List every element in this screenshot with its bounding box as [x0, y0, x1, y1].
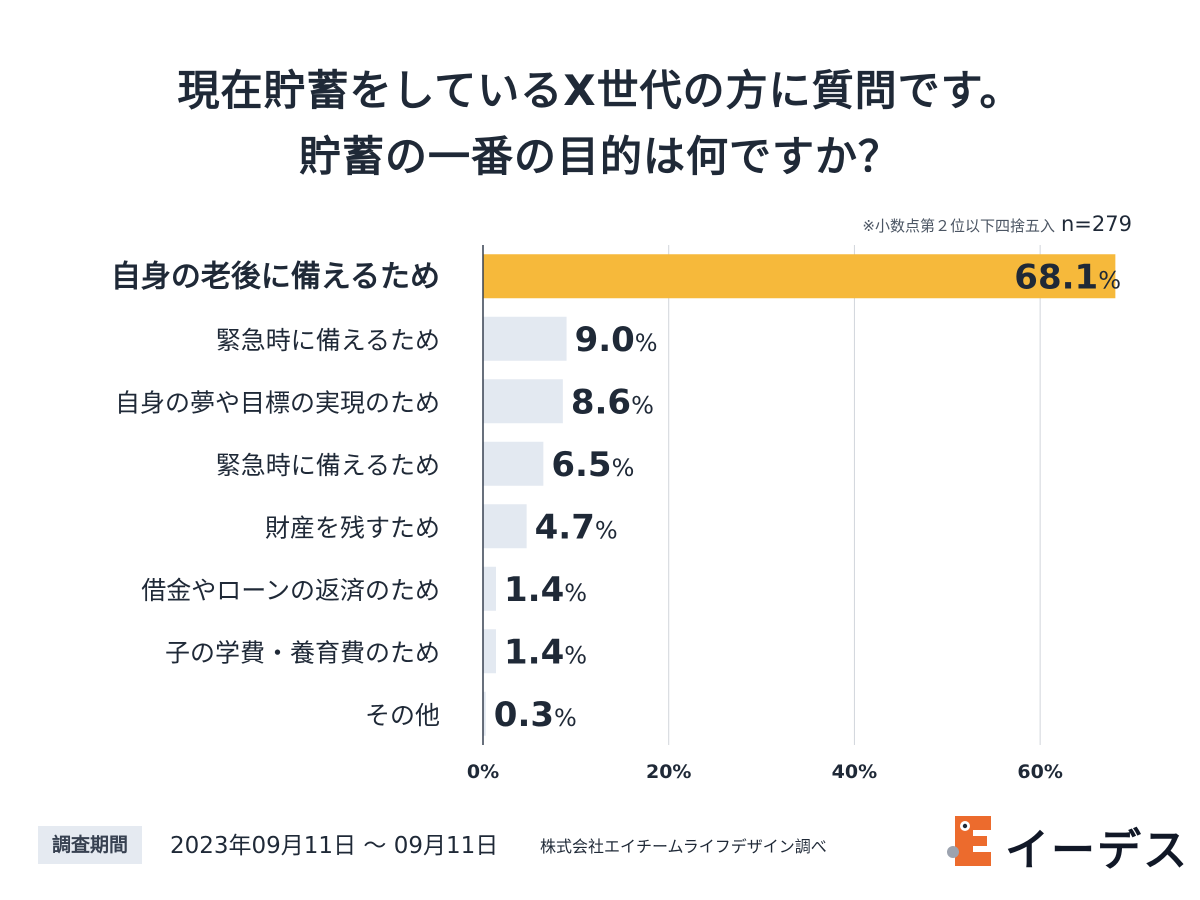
value-label-7: 0.3%	[494, 695, 577, 735]
bar-2	[483, 379, 563, 424]
ides-logo: イーデス	[945, 812, 1187, 876]
title-line-1: 現在貯蓄をしているX世代の方に質問です。	[177, 66, 1023, 115]
value-label-0: 68.1%	[1014, 257, 1121, 297]
logo-text: イーデス	[1005, 825, 1189, 876]
bar-5	[483, 566, 496, 611]
bar-1	[483, 316, 567, 361]
x-tick-label-40: 40%	[832, 761, 877, 783]
bar-0	[483, 254, 1116, 299]
bar-3	[483, 441, 544, 486]
bar-7	[483, 691, 486, 736]
mascot-icon	[947, 816, 991, 866]
category-label-3: 緊急時に備えるため	[216, 451, 440, 480]
x-tick-label-20: 20%	[646, 761, 691, 783]
category-label-2: 自身の夢や目標の実現のため	[115, 388, 440, 417]
value-label-4: 4.7%	[535, 507, 618, 547]
category-label-6: 子の学費・養育費のため	[165, 638, 440, 667]
value-label-1: 9.0%	[575, 320, 658, 360]
survey-source: 株式会社エイチームライフデザイン調べ	[540, 837, 827, 856]
bar-6	[483, 629, 496, 674]
value-label-2: 8.6%	[571, 382, 654, 422]
survey-period: 2023年09月11日 〜 09月11日	[170, 833, 499, 859]
value-label-3: 6.5%	[551, 445, 634, 485]
category-label-7: その他	[365, 701, 440, 730]
category-label-1: 緊急時に備えるため	[216, 326, 440, 355]
category-label-5: 借金やローンの返済のため	[141, 576, 440, 605]
survey-period-label: 調査期間	[38, 826, 143, 864]
sample-size: n=279	[1061, 212, 1132, 236]
chart-title: 現在貯蓄をしているX世代の方に質問です。 貯蓄の一番の目的は何ですか？	[0, 58, 1200, 190]
rounding-note: ※小数点第２位以下四捨五入	[862, 217, 1055, 235]
title-line-2: 貯蓄の一番の目的は何ですか？	[298, 132, 901, 181]
category-label-0: 自身の老後に備えるため	[111, 259, 440, 294]
x-tick-label-0: 0%	[467, 761, 499, 783]
category-label-4: 財産を残すため	[265, 513, 440, 542]
value-label-5: 1.4%	[504, 570, 587, 610]
value-label-6: 1.4%	[504, 632, 587, 672]
sample-note: ※小数点第２位以下四捨五入 n=279	[862, 212, 1132, 236]
x-tick-label-60: 60%	[1017, 761, 1062, 783]
bar-4	[483, 504, 527, 549]
bar-chart: 0% 20% 40% 60% 自身の老後に備えるため 68.1% 緊急時に備えるため 9.0%…	[111, 245, 1121, 783]
